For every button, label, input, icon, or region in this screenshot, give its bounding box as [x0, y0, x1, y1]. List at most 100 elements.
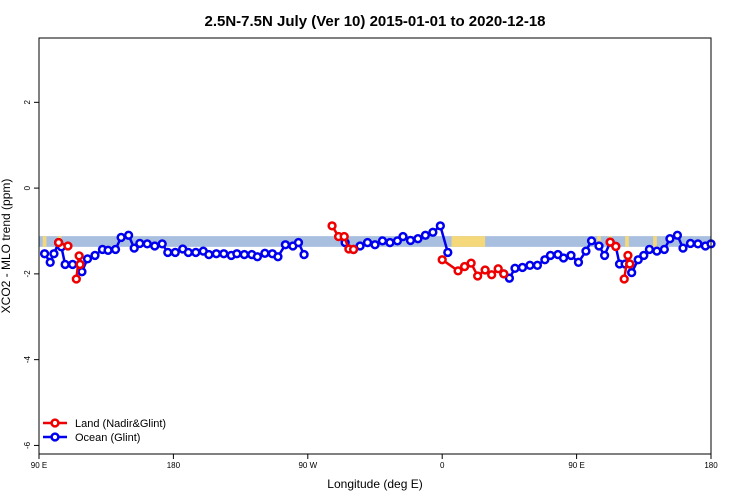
legend-land-marker — [50, 418, 60, 428]
x-axis: 90 E 180 90 W 0 90 E 180 — [31, 454, 718, 470]
ocean-point — [566, 250, 576, 261]
ocean-point — [116, 232, 126, 243]
ocean-point — [586, 236, 597, 246]
land-point — [625, 259, 635, 269]
ocean-point — [260, 248, 270, 258]
ocean-point — [398, 231, 408, 242]
ocean-point — [142, 239, 152, 249]
ocean-point — [558, 253, 569, 263]
ocean-point — [428, 227, 438, 237]
chart-title: 2.5N-7.5N July (Ver 10) 2015-01-01 to 20… — [204, 13, 545, 30]
ocean-point — [45, 257, 55, 267]
land-point — [623, 250, 633, 261]
ocean-point — [443, 247, 453, 258]
legend-land-label: Land (Nadir&Glint) — [75, 418, 166, 430]
land-point — [619, 274, 629, 284]
ocean-point — [644, 244, 655, 255]
ocean-point — [157, 239, 167, 249]
ocean-point — [435, 221, 445, 231]
legend-ocean-label: Ocean (Glint) — [75, 432, 140, 444]
ocean-point — [170, 247, 180, 258]
band-land-segment — [625, 236, 629, 247]
ocean-point — [135, 238, 145, 249]
x-tick-label: 0 — [440, 461, 445, 470]
ocean-point — [545, 250, 556, 261]
land-point — [437, 255, 447, 265]
land-point — [71, 274, 81, 284]
series-layer — [39, 221, 716, 284]
ocean-point — [693, 239, 703, 249]
band-land-segment — [42, 236, 47, 247]
ocean-point — [659, 244, 669, 255]
ocean-point — [204, 249, 214, 260]
ocean-point — [504, 273, 515, 283]
ocean-point — [665, 234, 675, 244]
ocean-point — [60, 259, 70, 270]
ocean-point — [299, 249, 309, 260]
land-point — [473, 271, 483, 281]
ocean-point — [293, 237, 304, 248]
ocean-point — [252, 252, 263, 262]
ocean-point — [82, 254, 93, 264]
land-point — [75, 259, 85, 270]
land-point — [611, 241, 621, 252]
ocean-point — [510, 263, 520, 273]
ocean-point — [627, 267, 637, 278]
ocean-point — [573, 257, 584, 267]
land-point — [605, 237, 615, 247]
ocean-point — [129, 243, 139, 253]
ocean-point — [370, 240, 380, 250]
ocean-point — [163, 247, 173, 258]
ocean-point — [39, 249, 50, 259]
ocean-point — [67, 259, 78, 270]
ocean-point — [517, 262, 528, 273]
ocean-point — [672, 230, 683, 240]
ocean-point — [532, 260, 543, 270]
land-point — [327, 221, 337, 231]
ocean-point — [594, 241, 604, 251]
land-point — [493, 264, 503, 274]
ocean-point — [90, 250, 100, 261]
x-tick-label: 90 W — [298, 461, 317, 470]
y-tick-label: -4 — [23, 356, 32, 364]
ocean-point — [280, 240, 291, 250]
x-tick-label: 90 E — [568, 461, 584, 470]
ocean-point — [633, 255, 643, 265]
land-point — [453, 266, 463, 276]
ocean-point — [183, 247, 193, 258]
ocean-point — [239, 249, 249, 260]
x-tick-label: 90 E — [31, 461, 47, 470]
ocean-point — [652, 246, 662, 256]
ocean-point — [392, 236, 403, 246]
ocean-point — [540, 255, 550, 265]
band-land-segment — [653, 236, 657, 247]
land-point — [348, 244, 359, 255]
ocean-point — [211, 249, 221, 259]
x-axis-label: Longitude (deg E) — [327, 477, 422, 491]
land-point — [339, 231, 349, 242]
ocean-point — [49, 249, 59, 259]
land-point — [466, 258, 476, 268]
ocean-point — [219, 249, 229, 259]
land-point — [480, 265, 490, 275]
ocean-point — [273, 252, 283, 262]
legend: Land (Nadir&Glint) Ocean (Glint) — [43, 418, 166, 444]
ocean-point — [525, 260, 535, 270]
y-axis: 2 0 -2 -4 -6 — [23, 100, 39, 449]
ocean-point — [103, 245, 113, 255]
ocean-point — [639, 250, 649, 261]
legend-ocean-marker — [50, 432, 60, 442]
y-tick-label: -6 — [23, 441, 32, 449]
ocean-point — [123, 230, 134, 240]
ocean-point — [191, 247, 201, 258]
ocean-point — [232, 249, 242, 259]
ocean-point — [150, 241, 160, 251]
ocean-point — [413, 234, 423, 244]
y-tick-label: -2 — [23, 270, 32, 278]
y-axis-label: XCO2 - MLO trend (ppm) — [0, 179, 13, 314]
land-point — [499, 269, 509, 279]
ocean-point — [362, 237, 373, 248]
ocean-point — [678, 243, 688, 253]
land-point — [63, 241, 73, 251]
ocean-point — [377, 236, 388, 246]
